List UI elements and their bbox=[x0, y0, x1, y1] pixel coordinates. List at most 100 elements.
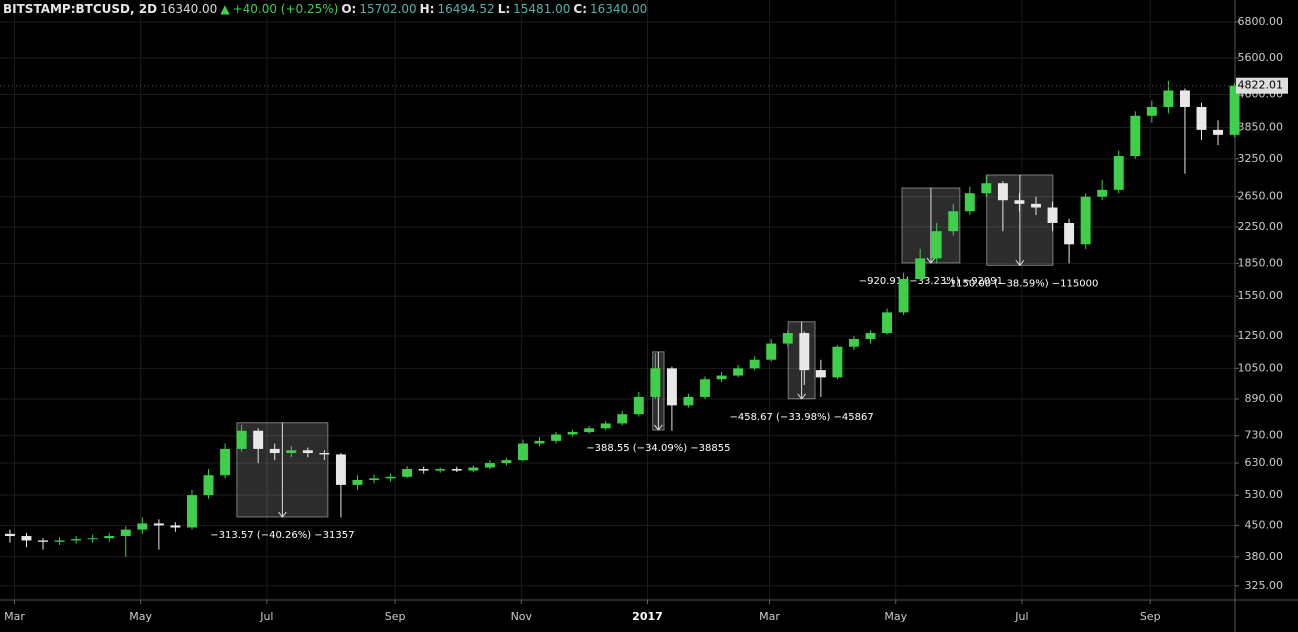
candle-body bbox=[87, 538, 98, 540]
candle-body bbox=[749, 359, 760, 369]
candle-body bbox=[981, 183, 992, 194]
y-tick-label: 450.00 bbox=[1245, 518, 1284, 531]
candle-body bbox=[253, 430, 264, 449]
candle-body bbox=[766, 343, 777, 360]
symbol: BITSTAMP:BTCUSD, 2D bbox=[3, 2, 158, 16]
candle-body bbox=[716, 375, 727, 380]
y-tick-label: 530.00 bbox=[1245, 488, 1284, 501]
measure-arrowhead bbox=[926, 257, 936, 264]
candle-body bbox=[517, 443, 528, 461]
candle-body bbox=[71, 539, 82, 541]
candle-body bbox=[600, 423, 611, 429]
y-tick-label: 2250.00 bbox=[1238, 220, 1284, 233]
candle-body bbox=[1064, 222, 1075, 245]
candle-body bbox=[1097, 189, 1108, 197]
y-tick-label: 1550.00 bbox=[1238, 289, 1284, 302]
candle-body bbox=[501, 460, 512, 464]
measure-arrowhead bbox=[797, 393, 807, 400]
high-label: H: bbox=[419, 2, 435, 16]
high: 16494.52 bbox=[437, 2, 495, 16]
candle-body bbox=[1014, 200, 1025, 204]
candle-body bbox=[468, 467, 479, 471]
low: 15481.00 bbox=[513, 2, 571, 16]
candle-body bbox=[584, 428, 595, 432]
measure-arrowhead bbox=[653, 424, 663, 431]
candle-body bbox=[931, 231, 942, 259]
candle-body bbox=[650, 368, 661, 397]
close-label: C: bbox=[573, 2, 588, 16]
candle-body bbox=[882, 312, 893, 334]
header: BITSTAMP:BTCUSD, 2D 16340.00 ▲ +40.00 (+… bbox=[3, 1, 647, 17]
x-tick-label: May bbox=[884, 610, 907, 623]
open-label: O: bbox=[341, 2, 357, 16]
candle-body bbox=[1130, 115, 1141, 157]
candle-body bbox=[1196, 106, 1207, 130]
y-tick-label: 5600.00 bbox=[1238, 51, 1284, 64]
candle-body bbox=[220, 448, 231, 476]
candle-body bbox=[1047, 207, 1058, 223]
candle-body bbox=[683, 396, 694, 406]
y-tick-label: 630.00 bbox=[1245, 456, 1284, 469]
candle-body bbox=[286, 450, 297, 454]
candle-body bbox=[964, 193, 975, 212]
x-tick-label: Jul bbox=[1014, 610, 1028, 623]
measure-label: −1150.00 (−38.59%) −115000 bbox=[941, 278, 1098, 289]
candle-body bbox=[137, 523, 148, 530]
candle-body bbox=[733, 368, 744, 376]
candle-body bbox=[369, 478, 379, 480]
measure-arrowhead bbox=[277, 511, 287, 518]
candle-body bbox=[997, 183, 1008, 201]
candle-body bbox=[352, 479, 363, 485]
candle-body bbox=[1031, 203, 1041, 208]
candle-body bbox=[38, 540, 48, 542]
x-tick-label: Mar bbox=[4, 610, 25, 623]
candle-body bbox=[120, 529, 131, 537]
y-tick-label: 3250.00 bbox=[1238, 152, 1284, 165]
x-tick-label: Nov bbox=[511, 610, 533, 623]
candle-body bbox=[700, 379, 710, 397]
open: 15702.00 bbox=[359, 2, 417, 16]
x-tick-label: Sep bbox=[385, 610, 406, 623]
candle-body bbox=[815, 370, 826, 378]
candle-body bbox=[435, 469, 446, 471]
candle-body bbox=[1229, 85, 1240, 135]
candle-body bbox=[799, 333, 810, 371]
y-tick-label: 1850.00 bbox=[1238, 256, 1284, 269]
x-tick-label: Mar bbox=[759, 610, 780, 623]
candle-body bbox=[302, 450, 313, 454]
y-tick-label: 3850.00 bbox=[1238, 120, 1284, 133]
candle-body bbox=[236, 430, 247, 449]
candle-body bbox=[848, 339, 859, 347]
candle-body bbox=[782, 333, 793, 344]
candle-body bbox=[567, 431, 578, 435]
x-tick-label: 2017 bbox=[632, 610, 663, 623]
x-tick-label: Sep bbox=[1140, 610, 1161, 623]
y-tick-label: 6800.00 bbox=[1238, 15, 1284, 28]
candle-body bbox=[832, 346, 843, 378]
y-tick-label: 380.00 bbox=[1245, 550, 1284, 563]
y-tick-label: 325.00 bbox=[1245, 579, 1284, 592]
y-tick-label: 1250.00 bbox=[1238, 329, 1284, 342]
candle-body bbox=[1163, 90, 1174, 107]
y-tick-label: 1050.00 bbox=[1238, 361, 1284, 374]
y-tick-label: 2650.00 bbox=[1238, 190, 1284, 203]
low-label: L: bbox=[497, 2, 511, 16]
candle-body bbox=[484, 463, 495, 468]
measure-label: −920.91 (−33.23%) −92091 bbox=[859, 276, 1003, 287]
candle-body bbox=[666, 368, 677, 406]
candle-body bbox=[170, 525, 181, 528]
last-price-box bbox=[1236, 77, 1288, 94]
candle-body bbox=[551, 434, 562, 441]
candle-body bbox=[1113, 156, 1124, 190]
candle-body bbox=[319, 453, 330, 455]
candle-body bbox=[54, 540, 65, 542]
candle-body bbox=[617, 414, 628, 424]
candle-body bbox=[534, 440, 545, 444]
candle-body bbox=[153, 523, 164, 526]
y-tick-label: 890.00 bbox=[1245, 392, 1284, 405]
candle-body bbox=[4, 533, 15, 537]
measure-label: −458.67 (−33.98%) −45867 bbox=[729, 412, 873, 423]
last-price-label: 4822.01 bbox=[1238, 79, 1284, 92]
